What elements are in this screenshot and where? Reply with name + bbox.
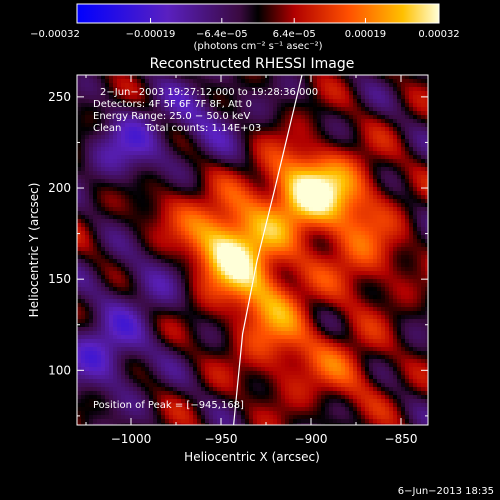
- y-axis-label: Heliocentric Y (arcsec): [27, 183, 41, 318]
- x-axis-label: Heliocentric X (arcsec): [184, 450, 320, 464]
- colorbar-ticks: −0.00032 −0.00019 −6.4e−05 6.4e−05 0.00019 0.…: [30, 18, 460, 40]
- annotation-detectors: Detectors: 4F 5F 6F 7F 8F, Att 0: [93, 99, 252, 110]
- colorbar: [76, 3, 440, 24]
- x-tick-label: −1000: [111, 432, 152, 446]
- x-tick-label: −900: [295, 432, 328, 446]
- plot-frame: [76, 74, 429, 426]
- annotation-clean: Clean: [93, 123, 121, 134]
- colorbar-tick-label: 0.00019: [345, 29, 386, 40]
- heatmap-image: [77, 75, 428, 425]
- y-tick-label: 200: [48, 181, 71, 195]
- annotation-time: 2−Jun−2003 19:27:12.000 to 19:28:36.000: [100, 87, 318, 98]
- y-tick-label: 250: [48, 90, 71, 104]
- colorbar-tick-label: −6.4e−05: [196, 29, 248, 40]
- y-tick-label: 100: [48, 363, 71, 377]
- annotation-peak: Position of Peak = [−945,168]: [93, 400, 244, 411]
- x-tick-label: −850: [385, 432, 418, 446]
- annotation-energy: Energy Range: 25.0 − 50.0 keV: [93, 111, 250, 122]
- colorbar-unit-label: (photons cm⁻² s⁻¹ asec⁻²): [193, 41, 322, 52]
- x-tick-label: −950: [205, 432, 238, 446]
- colorbar-tick-label: 6.4e−05: [273, 29, 316, 40]
- date-stamp: 6−Jun−2013 18:35: [398, 486, 494, 497]
- annotation-counts: Total counts: 1.14E+03: [144, 123, 261, 134]
- colorbar-tick-label: −0.00019: [126, 29, 176, 40]
- chart-title: Reconstructed RHESSI Image: [150, 56, 355, 72]
- colorbar-tick-label: 0.00032: [418, 29, 459, 40]
- colorbar-tick-label: −0.00032: [30, 29, 80, 40]
- axis-ticks: −1000 −950 −900 −850 100 150 200 250: [48, 75, 428, 446]
- solar-limb-line: [233, 75, 303, 425]
- y-tick-label: 150: [48, 272, 71, 286]
